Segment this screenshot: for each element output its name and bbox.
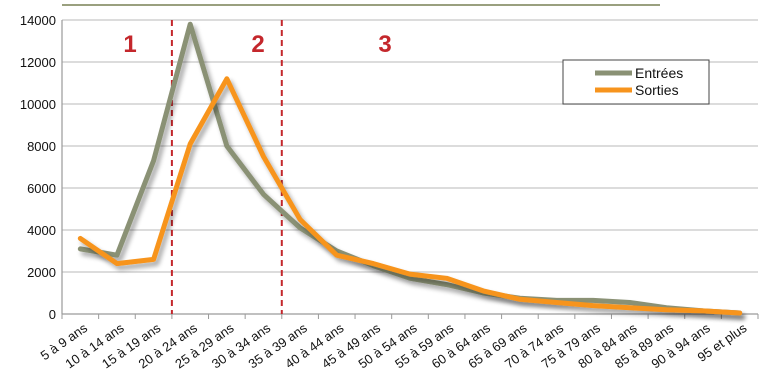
- data-point: [78, 236, 82, 240]
- data-point: [261, 155, 265, 158]
- data-point: [152, 159, 156, 163]
- zone-label-3: 3: [378, 31, 391, 58]
- y-axis-ticks: 0 2000 4000 6000 8000 10000 12000 14000: [20, 13, 56, 322]
- y-tick-label: 6000: [27, 181, 56, 196]
- series-lines: [77, 21, 743, 316]
- data-point: [518, 297, 522, 301]
- y-tick-label: 8000: [27, 139, 56, 154]
- data-point: [115, 262, 119, 266]
- data-point: [701, 309, 705, 313]
- y-tick-label: 0: [49, 307, 56, 322]
- data-point: [371, 262, 375, 266]
- data-point: [188, 22, 192, 26]
- data-point: [408, 272, 412, 276]
- y-tick-label: 2000: [27, 265, 56, 280]
- data-point: [78, 247, 82, 251]
- data-point: [152, 257, 156, 261]
- data-point: [738, 311, 742, 315]
- data-point: [188, 142, 192, 146]
- data-point: [115, 253, 119, 257]
- data-point: [591, 304, 595, 308]
- data-point: [481, 289, 485, 293]
- gridlines: [62, 19, 758, 273]
- data-point: [335, 253, 339, 257]
- axes: [61, 20, 759, 319]
- data-point: [225, 77, 229, 81]
- data-point: [628, 306, 632, 310]
- zone-label-2: 2: [251, 31, 264, 58]
- data-point: [628, 300, 632, 304]
- data-point: [408, 276, 412, 280]
- y-tick-label: 10000: [20, 97, 56, 112]
- zone-label-1: 1: [123, 31, 136, 58]
- data-point: [298, 218, 302, 221]
- data-point: [445, 283, 449, 287]
- legend-label: Entrées: [635, 65, 683, 81]
- y-tick-label: 4000: [27, 223, 56, 238]
- data-point: [261, 192, 265, 196]
- data-point: [298, 226, 302, 230]
- y-tick-label: 12000: [20, 55, 56, 70]
- legend-box: [562, 59, 710, 105]
- data-point: [225, 144, 229, 148]
- y-tick-label: 14000: [20, 13, 56, 28]
- data-point: [555, 300, 559, 304]
- legend-label: Sorties: [635, 82, 679, 98]
- data-point: [591, 298, 595, 302]
- data-point: [664, 308, 668, 312]
- data-point: [445, 276, 449, 280]
- zone-markers: 1 2 3: [123, 20, 392, 314]
